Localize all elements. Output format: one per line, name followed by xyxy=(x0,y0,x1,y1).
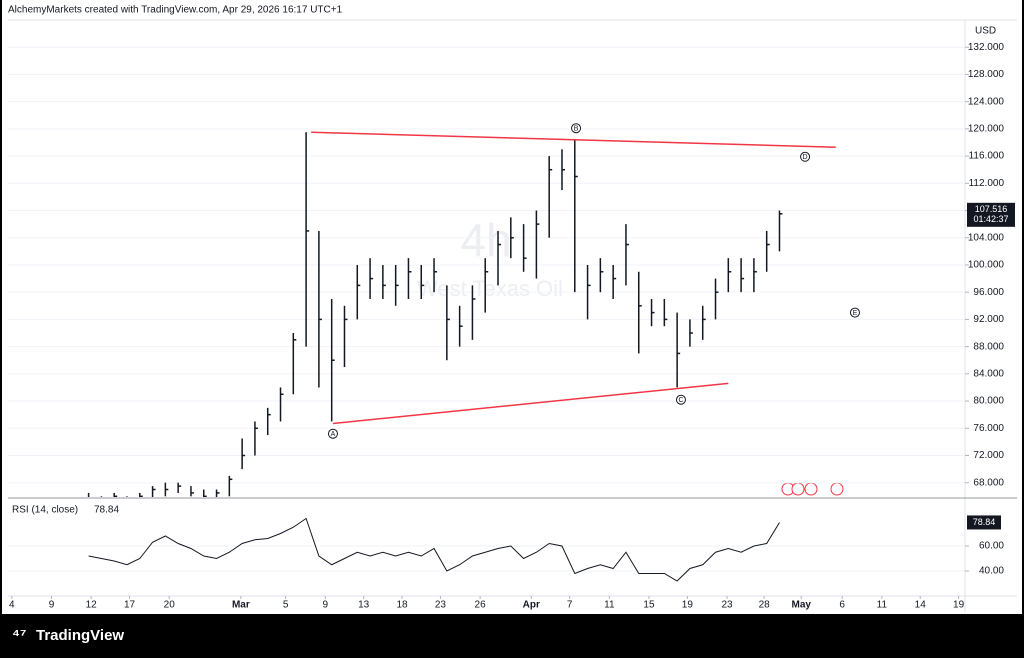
x-tick-label: 13 xyxy=(358,600,370,611)
y-tick-label: 120.000 xyxy=(968,124,1005,135)
y-tick-label: 72.000 xyxy=(973,450,1004,461)
trendline xyxy=(332,382,729,425)
x-tick-label: 20 xyxy=(164,600,176,611)
y-tick-label: 88.000 xyxy=(973,341,1004,352)
x-tick-label: 19 xyxy=(682,600,694,611)
wave-label: A xyxy=(331,431,336,438)
footer-logo: TradingView xyxy=(36,627,124,644)
x-tick-label: 19 xyxy=(953,600,965,611)
rsi-line xyxy=(88,517,780,582)
wave-marker xyxy=(675,394,686,405)
rsi-tag xyxy=(967,515,1001,530)
wave-label: D xyxy=(803,154,808,161)
x-tick-label: 23 xyxy=(721,600,733,611)
x-tick-label: 26 xyxy=(475,600,487,611)
y-tick-label: 68.000 xyxy=(973,477,1004,488)
y-tick-label: 76.000 xyxy=(973,423,1004,434)
y-tick-label: 104.000 xyxy=(968,232,1005,243)
x-tick-label: May xyxy=(792,600,812,611)
wave-marker xyxy=(571,123,582,134)
last-price: 107.516 xyxy=(975,204,1008,214)
x-tick-label: 23 xyxy=(435,600,447,611)
countdown: 01:42:37 xyxy=(973,214,1008,224)
y-tick-label: 80.000 xyxy=(973,396,1004,407)
wave-marker xyxy=(800,151,811,162)
x-tick-label: 28 xyxy=(759,600,771,611)
x-tick-label: 18 xyxy=(396,600,408,611)
pane: A B C D E xyxy=(8,46,965,497)
y-tick-label: 116.000 xyxy=(969,151,1005,162)
y-tick-label: 84.000 xyxy=(973,368,1004,379)
x-tick-label: 9 xyxy=(323,600,329,611)
price-tag xyxy=(967,202,1015,227)
x-tick-label: 11 xyxy=(604,600,615,611)
rsi-title: RSI (14, close) xyxy=(12,505,78,516)
watermark: 4h xyxy=(460,214,511,266)
y-tick-label: 60.00 xyxy=(979,541,1004,552)
x-tick-label: 6 xyxy=(839,600,845,611)
x-tick-label: 5 xyxy=(283,600,289,611)
rsi-value: 78.84 xyxy=(94,505,119,516)
x-tick-label: Mar xyxy=(232,600,250,611)
event-icons xyxy=(781,482,844,496)
wave-marker xyxy=(849,307,860,318)
x-tick-label: Apr xyxy=(523,600,540,611)
trendline xyxy=(311,131,836,148)
y-tick-label: 92.000 xyxy=(973,314,1004,325)
rsi-last: 78.84 xyxy=(973,517,996,527)
x-tick-label: 17 xyxy=(124,600,136,611)
panel xyxy=(2,0,1022,614)
wave-label: E xyxy=(853,310,858,317)
y-tick-label: 124.000 xyxy=(968,96,1005,107)
pane xyxy=(8,517,965,582)
wave-marker xyxy=(327,428,338,439)
x-tick-label: 15 xyxy=(643,600,655,611)
x-tick-label: 4 xyxy=(9,600,15,611)
x-tick-label: 14 xyxy=(915,600,927,611)
watermark: West Texas Oil xyxy=(417,276,563,301)
wave-label: C xyxy=(678,397,683,404)
logo: ⁴⁷ xyxy=(12,627,27,644)
x-tick-label: 9 xyxy=(49,600,55,611)
y-tick-label: 100.000 xyxy=(968,260,1005,271)
y-tick-label: 112.000 xyxy=(969,178,1005,189)
header: AlchemyMarkets created with TradingView.… xyxy=(8,5,343,16)
wave-label: B xyxy=(574,126,579,133)
x-tick-label: 12 xyxy=(86,600,98,611)
y-axis-label: USD xyxy=(975,26,996,37)
x-tick-label: 7 xyxy=(567,600,573,611)
y-tick-label: 40.00 xyxy=(979,566,1004,577)
y-tick-label: 128.000 xyxy=(968,69,1005,80)
y-tick-label: 132.000 xyxy=(968,42,1005,53)
y-tick-label: 96.000 xyxy=(973,287,1004,298)
x-tick-label: 11 xyxy=(877,600,888,611)
